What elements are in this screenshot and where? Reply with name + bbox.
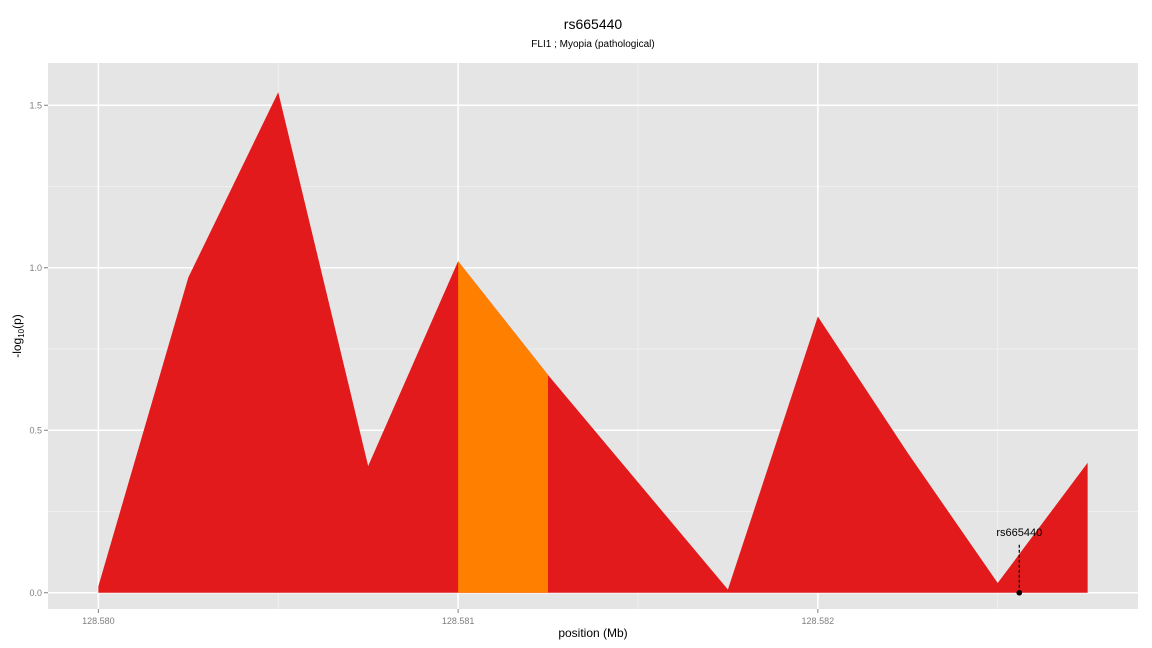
highlight-region-fill bbox=[458, 261, 549, 593]
y-tick-label: 0.0 bbox=[29, 588, 42, 598]
y-tick-label: 1.0 bbox=[29, 263, 42, 273]
y-axis-title-tail: (p) bbox=[10, 314, 24, 329]
y-tick-label: 0.5 bbox=[29, 425, 42, 435]
y-axis-title: -log10(p) bbox=[10, 314, 26, 358]
snp-marker-point bbox=[1016, 589, 1023, 596]
snp-marker: rs665440 bbox=[996, 527, 1042, 596]
chart-title: rs665440 bbox=[564, 16, 623, 32]
x-tick-label: 128.580 bbox=[82, 616, 115, 626]
association-area bbox=[98, 92, 1088, 593]
y-axis-title-subscript: 10 bbox=[17, 328, 26, 337]
x-tick-label: 128.582 bbox=[802, 616, 835, 626]
snp-marker-label: rs665440 bbox=[996, 527, 1042, 539]
association-area-fill bbox=[98, 92, 1088, 593]
y-tick-label: 1.5 bbox=[29, 100, 42, 110]
x-axis-title: position (Mb) bbox=[558, 626, 627, 640]
chart-subtitle: FLI1 ; Myopia (pathological) bbox=[531, 39, 654, 50]
y-axis-title-main: -log bbox=[10, 338, 24, 358]
axis-ticks: 0.0 0.5 1.0 1.5 128.580 128.581 128.582 bbox=[29, 100, 834, 626]
x-tick-label: 128.581 bbox=[442, 616, 475, 626]
